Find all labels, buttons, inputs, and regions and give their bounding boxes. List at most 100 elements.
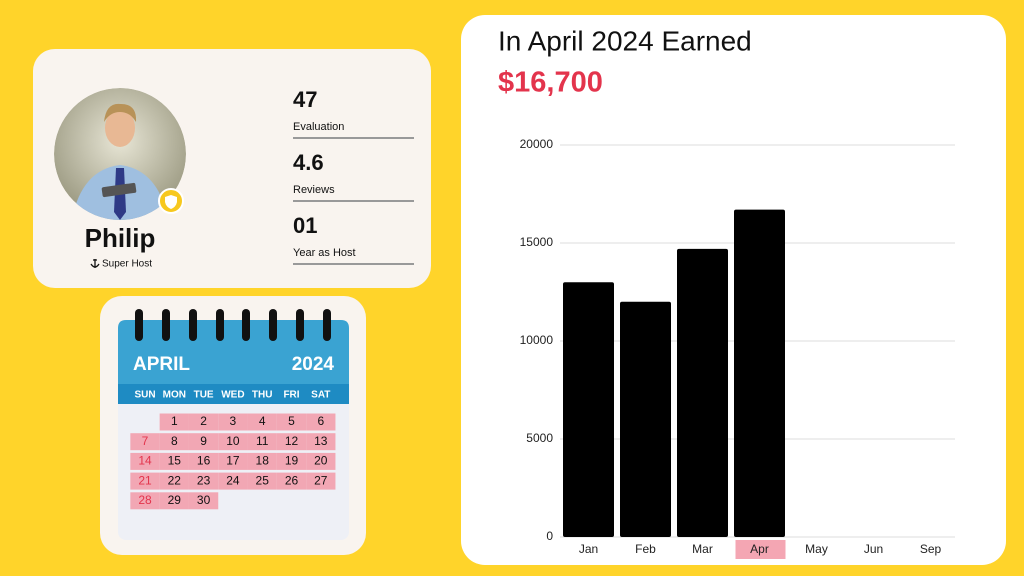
day: 17 [226,454,240,468]
day-cell [247,452,277,470]
day: 6 [317,414,324,428]
calendar-month: APRIL [133,354,190,375]
day-cell [130,452,160,470]
day-cell [130,472,160,490]
day-cell [247,433,277,451]
x-tick-label: Mar [692,542,713,556]
day-cell [276,413,307,431]
day-cell [130,492,160,510]
weekday: MON [163,390,186,401]
day-cell [188,472,219,490]
day: 30 [197,493,211,507]
day-cell [276,472,307,490]
day: 12 [285,434,299,448]
stat-value: 47 [293,87,317,112]
day-cell [159,452,189,470]
calendar-header [118,320,349,384]
stat-value: 4.6 [293,150,324,175]
weekday: SUN [134,390,155,401]
day: 19 [285,454,299,468]
chart-subtitle: $16,700 [498,67,603,99]
day: 1 [171,414,178,428]
day-cell [306,433,336,451]
day-cell [218,433,248,451]
day: 9 [200,434,207,448]
day: 4 [259,414,266,428]
day-cell [247,472,277,490]
day-cell [188,413,219,431]
chart: 0 5000 10000 15000 20000 Jan Feb Mar Apr May Jun Se… [520,137,955,559]
stat-label: Year as Host [293,247,356,259]
day: 2 [200,414,207,428]
badge-icon [165,195,177,209]
day: 16 [197,454,211,468]
x-tick-label: Apr [750,542,769,556]
day-cell [159,413,189,431]
bar [620,301,671,537]
day-cell [188,492,219,510]
role-icon [90,259,100,268]
day: 29 [168,493,182,507]
calendar-year: 2024 [292,354,335,375]
day-cell [218,452,248,470]
day: 11 [256,434,269,448]
day: 5 [288,414,295,428]
day: 27 [314,473,328,487]
day: 26 [285,473,299,487]
day-cell [218,413,248,431]
stat-label: Reviews [293,184,335,196]
day-cell [306,413,336,431]
chart-title: In April 2024 Earned [498,25,752,56]
x-tick-label: Jan [579,542,598,556]
day-cell [188,452,219,470]
day: 3 [230,414,237,428]
stat-label: Evaluation [293,121,344,133]
day: 13 [314,434,328,448]
y-tick-label: 10000 [520,333,554,347]
weekday: FRI [283,390,299,401]
day-cell [276,433,307,451]
x-tick-label: Feb [635,542,656,556]
host-name: Philip [85,223,156,253]
day: 15 [168,454,182,468]
day: 25 [256,473,270,487]
day-cell [159,433,189,451]
x-tick-label: Jun [864,542,883,556]
day-cell [188,433,219,451]
day-cell [306,472,336,490]
weekday: TUE [194,390,214,401]
day: 22 [168,473,182,487]
day-cell [159,492,189,510]
day: 7 [142,434,149,448]
stats: 47 Evaluation 4.6 Reviews 01 Year as Host [293,87,414,265]
day: 8 [171,434,178,448]
y-tick-label: 15000 [520,235,554,249]
day-cell [276,452,307,470]
host-role: Super Host [102,259,152,270]
rings [135,309,331,341]
bar [677,248,728,537]
x-tick-label: May [805,542,828,556]
highlight [735,540,786,559]
day: 21 [138,473,152,487]
day-cell [247,413,277,431]
day-cell [159,472,189,490]
day: 24 [226,473,240,487]
day-cell [130,433,160,451]
day: 28 [138,493,152,507]
bar [563,282,614,537]
y-tick-label: 20000 [520,137,554,151]
day: 14 [138,454,152,468]
day-cell [306,452,336,470]
stat-value: 01 [293,213,317,238]
day: 23 [197,473,211,487]
weekday: SAT [311,390,330,401]
avatar [54,88,186,220]
day: 18 [256,454,270,468]
weekday: THU [252,390,273,401]
day-cell [218,472,248,490]
bar [734,209,785,537]
